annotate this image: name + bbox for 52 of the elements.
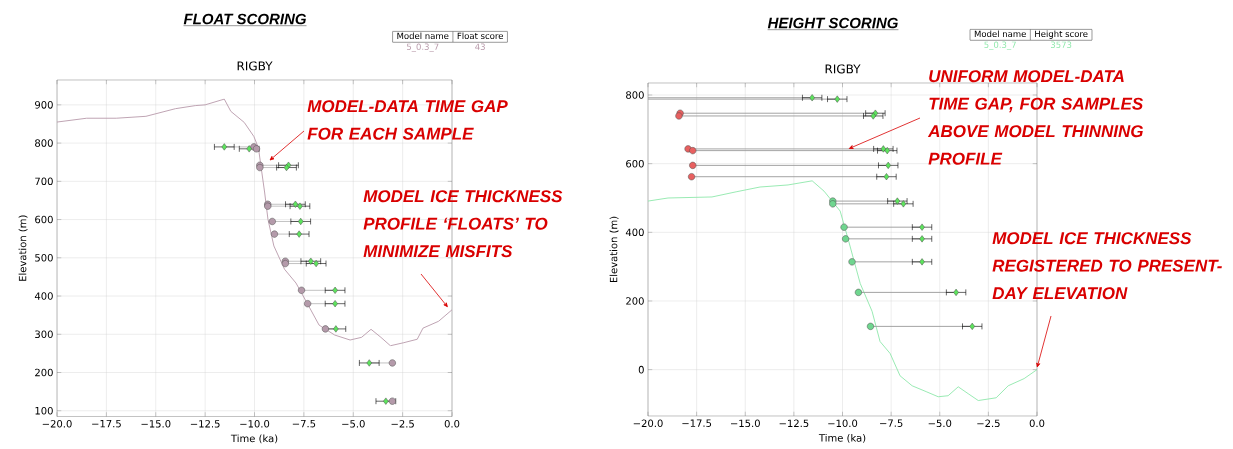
y-tick-label: 900 bbox=[35, 101, 53, 109]
y-tick-label: 400 bbox=[625, 228, 644, 237]
y-tick-label: 100 bbox=[35, 406, 53, 415]
y-tick-label: 700 bbox=[35, 177, 53, 186]
y-tick-label: 600 bbox=[626, 159, 644, 168]
annotation: MODEL-DATA TIME GAP FOR EACH SAMPLE bbox=[307, 100, 508, 140]
x-tick-label: −10.0 bbox=[240, 420, 270, 428]
y-tick-label: 500 bbox=[35, 254, 53, 262]
y-tick-label: 200 bbox=[35, 368, 53, 377]
y-tick-label: 400 bbox=[34, 292, 53, 300]
annotation: MODEL ICE THICKNESS REGISTERED TO PRESENT-DAY ELEVATION bbox=[992, 232, 1222, 300]
y-axis-title: Elevation (m) bbox=[18, 215, 28, 281]
y-tick-label: 800 bbox=[626, 91, 644, 99]
x-tick-label: −5.0 bbox=[342, 420, 365, 428]
x-tick-label: −7.5 bbox=[880, 419, 903, 427]
x-axis-title: Time (ka) bbox=[818, 433, 866, 443]
x-tick-label: −7.5 bbox=[292, 420, 316, 428]
y-tick-label: 0 bbox=[638, 365, 644, 374]
annotation: UNIFORM MODEL-DATA TIME GAP, FOR SAMPLES ABOVE MODEL THINNING PROFILE bbox=[927, 70, 1144, 165]
text: 43 bbox=[475, 43, 485, 50]
annotation: MODEL ICE THICKNESS PROFILE ‘FLOATS’ TO MINIMIZE MISFITS bbox=[363, 190, 563, 258]
text: Model name bbox=[974, 30, 1026, 38]
text: 3573 bbox=[1050, 41, 1072, 48]
x-tick-label: −17.5 bbox=[682, 419, 712, 427]
x-tick-label: −15.0 bbox=[731, 419, 760, 428]
x-tick-label: −10.0 bbox=[828, 419, 858, 428]
chart-subtitle: RIGBY bbox=[237, 61, 273, 71]
chart-subtitle: RIGBY bbox=[825, 64, 861, 74]
y-tick-label: 300 bbox=[35, 330, 53, 339]
y-tick-label: 800 bbox=[35, 139, 53, 147]
x-tick-label: 0.0 bbox=[1029, 419, 1045, 428]
x-tick-label: −12.5 bbox=[779, 419, 809, 428]
x-axis-title: Time (ka) bbox=[230, 434, 278, 444]
chart-title: FLOAT SCORING bbox=[183, 13, 307, 25]
x-tick-label: 0.0 bbox=[444, 420, 460, 428]
x-tick-label: −20.0 bbox=[633, 419, 663, 428]
x-tick-label: −2.5 bbox=[977, 419, 1000, 428]
x-tick-label: −12.5 bbox=[190, 420, 220, 428]
y-tick-label: 200 bbox=[626, 297, 644, 305]
text: 5_0.3_7 bbox=[406, 43, 439, 52]
x-tick-label: −2.5 bbox=[391, 420, 414, 428]
x-tick-label: −5.0 bbox=[928, 419, 952, 428]
x-tick-label: −20.0 bbox=[42, 420, 72, 428]
text: 5_0.3_7 bbox=[984, 41, 1016, 50]
x-tick-label: −17.5 bbox=[92, 420, 121, 428]
text: Model name bbox=[397, 32, 449, 40]
text: Float score bbox=[457, 32, 503, 40]
x-tick-label: −15.0 bbox=[141, 420, 171, 428]
y-tick-label: 600 bbox=[35, 215, 53, 224]
y-axis-title: Elevation (m) bbox=[609, 216, 619, 283]
text: Height score bbox=[1035, 30, 1088, 39]
chart-title: HEIGHT SCORING bbox=[767, 17, 898, 29]
